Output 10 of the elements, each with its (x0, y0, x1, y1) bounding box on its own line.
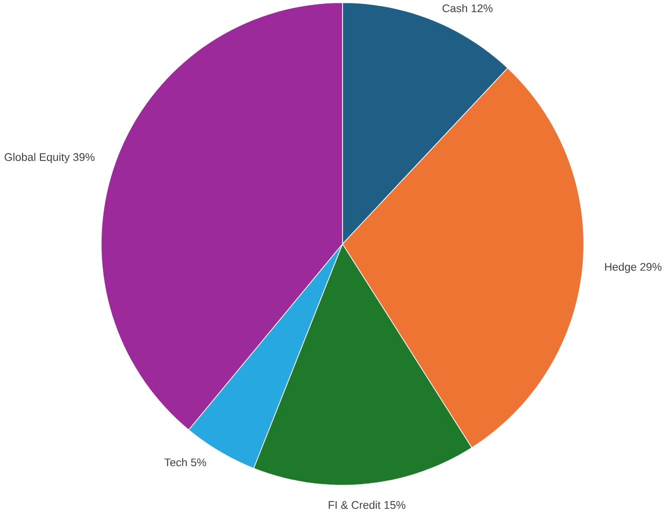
slice-label: Hedge (605, 262, 636, 273)
data-label: 5% (191, 458, 206, 466)
data-label: 39% (73, 153, 95, 162)
data-label: 15% (384, 501, 406, 509)
slice-label: Global Equity (4, 152, 70, 164)
slice-label: FI & Credit (328, 500, 381, 509)
data-label: 12% (472, 4, 493, 12)
slice-label: Tech (164, 458, 187, 466)
data-label: 29% (640, 262, 662, 271)
slice-label: Cash (442, 4, 468, 12)
